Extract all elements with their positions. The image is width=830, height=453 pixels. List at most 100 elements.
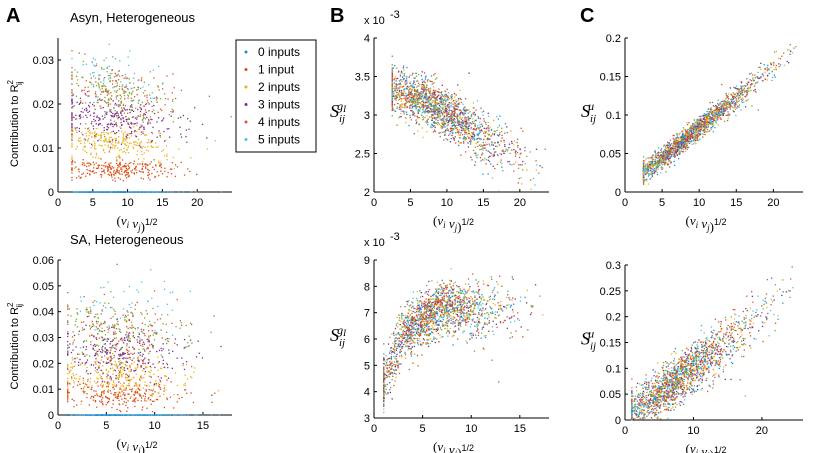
- data-point: [163, 288, 166, 290]
- data-point: [106, 326, 108, 328]
- data-point: [206, 137, 208, 139]
- data-point: [83, 162, 85, 164]
- data-point: [119, 372, 121, 374]
- data-point: [130, 352, 132, 355]
- data-point: [150, 118, 152, 121]
- data-point: [485, 163, 487, 165]
- data-point: [434, 72, 436, 75]
- data-point: [506, 150, 509, 152]
- data-point: [73, 358, 75, 360]
- data-point: [115, 137, 118, 139]
- data-point: [454, 118, 456, 121]
- data-point: [161, 173, 164, 175]
- data-point: [152, 97, 154, 99]
- data-point: [460, 316, 462, 318]
- data-point: [117, 142, 119, 144]
- data-point: [94, 59, 96, 61]
- data-point: [473, 135, 476, 138]
- data-point: [70, 414, 73, 416]
- data-point: [73, 104, 76, 107]
- data-point: [182, 414, 184, 416]
- data-point: [144, 334, 146, 337]
- data-point: [127, 379, 129, 381]
- data-point: [80, 100, 82, 102]
- data-point: [77, 364, 80, 366]
- data-point: [391, 84, 393, 86]
- data-point: [409, 74, 411, 76]
- data-point: [409, 116, 412, 119]
- data-point: [116, 104, 118, 106]
- data-point: [518, 177, 520, 180]
- data-point: [115, 337, 117, 339]
- data-point: [72, 365, 74, 368]
- data-point: [397, 71, 400, 73]
- x-tick-label: 15: [477, 197, 489, 209]
- data-point: [127, 357, 129, 359]
- data-point: [119, 409, 121, 412]
- data-point: [131, 100, 134, 102]
- data-point: [78, 191, 80, 193]
- data-point: [126, 141, 128, 144]
- data-point: [81, 327, 84, 329]
- data-point: [128, 126, 131, 128]
- data-point: [453, 138, 455, 140]
- data-point: [85, 135, 88, 137]
- data-point: [398, 95, 400, 97]
- data-point: [81, 362, 83, 364]
- data-point: [412, 110, 414, 113]
- data-point: [454, 122, 457, 124]
- data-point: [149, 365, 152, 368]
- data-point: [93, 163, 95, 166]
- data-point: [482, 114, 484, 116]
- data-point: [126, 173, 128, 176]
- data-point: [92, 156, 94, 158]
- data-point: [460, 312, 463, 315]
- data-point: [88, 106, 91, 108]
- data-point: [82, 148, 84, 151]
- data-point: [146, 313, 149, 315]
- data-point: [95, 152, 98, 155]
- data-point: [71, 92, 73, 94]
- data-point: [151, 131, 153, 134]
- data-point: [420, 100, 423, 103]
- data-point: [131, 104, 133, 106]
- data-point: [451, 132, 454, 134]
- data-point: [110, 362, 112, 365]
- data-point: [110, 172, 112, 174]
- data-point: [130, 170, 132, 172]
- data-point: [150, 97, 152, 99]
- data-point: [144, 103, 147, 106]
- x-tick-label: 0: [371, 423, 377, 435]
- data-point: [141, 163, 144, 165]
- data-point: [429, 103, 431, 105]
- data-point: [99, 400, 101, 402]
- data-point: [411, 93, 413, 95]
- data-point: [466, 109, 469, 111]
- data-point: [112, 80, 114, 82]
- data-point: [164, 375, 166, 377]
- data-point: [465, 131, 467, 134]
- data-point: [103, 169, 105, 171]
- data-point: [124, 387, 126, 390]
- data-point: [501, 162, 503, 165]
- data-point: [144, 134, 146, 137]
- data-point: [96, 338, 98, 340]
- data-point: [97, 350, 99, 353]
- data-point: [147, 325, 150, 327]
- data-point: [443, 119, 445, 121]
- data-point: [436, 108, 439, 111]
- data-point: [130, 369, 132, 371]
- data-point: [94, 144, 96, 146]
- data-point: [447, 124, 449, 126]
- data-point: [98, 134, 100, 136]
- data-point: [118, 104, 121, 106]
- data-point: [524, 146, 526, 149]
- data-point: [72, 386, 74, 388]
- data-point: [125, 357, 127, 359]
- data-point: [439, 109, 441, 112]
- data-point: [110, 132, 112, 134]
- data-point: [414, 95, 417, 97]
- data-point: [526, 155, 528, 158]
- data-point: [130, 135, 133, 137]
- data-point: [482, 149, 484, 151]
